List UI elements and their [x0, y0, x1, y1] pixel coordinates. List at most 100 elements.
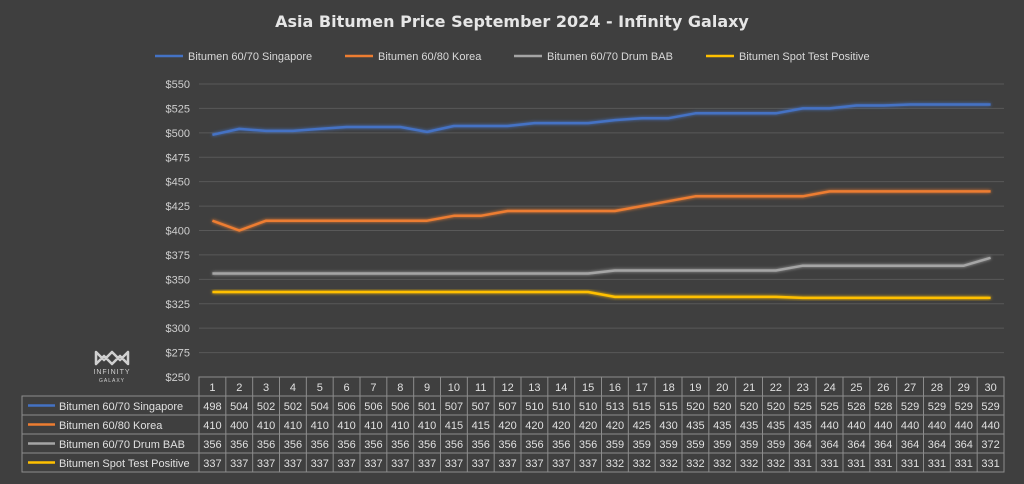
x-tick-label: 5	[317, 382, 323, 394]
data-label: 435	[740, 420, 758, 432]
data-label: 529	[901, 401, 919, 413]
data-label: 410	[257, 420, 275, 432]
data-label: 359	[659, 439, 677, 451]
x-tick-label: 21	[743, 382, 755, 394]
x-tick-label: 23	[797, 382, 809, 394]
data-label: 356	[552, 439, 570, 451]
x-tick-label: 6	[344, 382, 350, 394]
data-label: 410	[311, 420, 329, 432]
x-tick-label: 22	[770, 382, 782, 394]
data-label: 520	[686, 401, 704, 413]
data-label: 513	[606, 401, 624, 413]
data-label: 337	[257, 458, 275, 470]
y-tick-label: $425	[166, 201, 190, 213]
data-label: 435	[767, 420, 785, 432]
data-label: 356	[472, 439, 490, 451]
data-label: 430	[659, 420, 677, 432]
legend-label: Bitumen 60/70 Singapore	[188, 51, 312, 63]
data-label: 410	[284, 420, 302, 432]
data-label: 356	[311, 439, 329, 451]
data-label: 337	[445, 458, 463, 470]
data-label: 510	[552, 401, 570, 413]
data-label: 498	[203, 401, 221, 413]
x-tick-label: 16	[609, 382, 621, 394]
data-label: 440	[874, 420, 892, 432]
x-tick-label: 12	[501, 382, 513, 394]
data-label: 510	[579, 401, 597, 413]
data-label: 440	[981, 420, 999, 432]
data-label: 501	[418, 401, 436, 413]
data-label: 504	[311, 401, 329, 413]
data-label: 332	[767, 458, 785, 470]
data-label: 331	[820, 458, 838, 470]
data-label: 415	[472, 420, 490, 432]
data-label: 364	[901, 439, 919, 451]
y-tick-label: $350	[166, 274, 190, 286]
data-label: 337	[472, 458, 490, 470]
data-label: 359	[633, 439, 651, 451]
data-label: 504	[230, 401, 248, 413]
data-label: 502	[257, 401, 275, 413]
data-label: 356	[337, 439, 355, 451]
data-label: 420	[498, 420, 516, 432]
grid-lines	[199, 83, 1004, 354]
x-tick-label: 15	[582, 382, 594, 394]
data-label: 332	[713, 458, 731, 470]
y-tick-label: $525	[166, 103, 190, 115]
data-label: 510	[525, 401, 543, 413]
data-label: 528	[847, 401, 865, 413]
y-tick-label: $250	[166, 372, 190, 384]
x-tick-label: 26	[877, 382, 889, 394]
x-tick-label: 27	[904, 382, 916, 394]
data-label: 356	[391, 439, 409, 451]
data-label: 331	[874, 458, 892, 470]
y-tick-label: $275	[166, 348, 190, 360]
data-label: 337	[525, 458, 543, 470]
series-line	[211, 190, 991, 232]
data-label: 425	[633, 420, 651, 432]
data-label: 502	[284, 401, 302, 413]
infinity-logo-icon	[94, 350, 130, 366]
x-tick-label: 11	[475, 382, 486, 394]
data-label: 337	[230, 458, 248, 470]
x-tick-label: 30	[984, 382, 996, 394]
data-label: 420	[579, 420, 597, 432]
x-tick-label: 2	[236, 382, 242, 394]
data-label: 331	[847, 458, 865, 470]
data-label: 506	[391, 401, 409, 413]
infinity-galaxy-logo: INFINITY GALAXY	[93, 350, 130, 384]
series-lines	[211, 103, 991, 300]
series-line	[212, 103, 991, 137]
data-label: 410	[418, 420, 436, 432]
data-label: 529	[955, 401, 973, 413]
data-label: 515	[633, 401, 651, 413]
data-label: 331	[955, 458, 973, 470]
data-label: 337	[498, 458, 516, 470]
data-label: 435	[713, 420, 731, 432]
legend-label: Bitumen 60/80 Korea	[378, 51, 482, 63]
data-label: 332	[740, 458, 758, 470]
data-label: 332	[686, 458, 704, 470]
y-tick-label: $550	[166, 79, 190, 91]
data-label: 529	[928, 401, 946, 413]
logo-text-galaxy: GALAXY	[99, 378, 125, 384]
data-label: 356	[257, 439, 275, 451]
data-label: 440	[847, 420, 865, 432]
data-label: 337	[337, 458, 355, 470]
logo-text-infinity: INFINITY	[93, 369, 130, 376]
data-label: 356	[525, 439, 543, 451]
data-label: 525	[820, 401, 838, 413]
data-label: 400	[230, 420, 248, 432]
x-tick-label: 1	[209, 382, 215, 394]
data-label: 520	[713, 401, 731, 413]
data-label: 529	[981, 401, 999, 413]
data-label: 520	[767, 401, 785, 413]
data-table: 1 2 3 4 5 6 7 8 9 10 11 12 13 14 15 16 17 18 19 20 21 22 23 24 2…	[21, 376, 1005, 473]
data-label: 420	[606, 420, 624, 432]
data-label: 356	[203, 439, 221, 451]
data-label: 364	[955, 439, 973, 451]
series-line	[212, 256, 991, 275]
chart-title: Asia Bitumen Price September 2024 - Infi…	[275, 12, 749, 31]
data-label: 337	[552, 458, 570, 470]
x-tick-label: 24	[823, 382, 835, 394]
